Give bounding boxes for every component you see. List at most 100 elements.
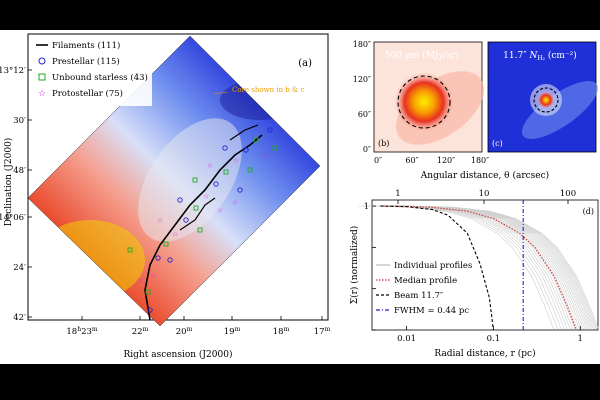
starless-core-marker [223, 169, 229, 175]
series-line-median-profile [380, 205, 577, 331]
protostellar-core-marker: ☆ [217, 207, 223, 215]
y-tick-label: 42′ [13, 313, 26, 323]
panel-a-label: (a) [298, 58, 312, 69]
y-tick-label: −14°06′ [0, 213, 26, 223]
panel-d: Angular distance, θ (arcsec) 0.01 0.1 1 1 10… [349, 170, 599, 359]
starless-core-marker [192, 177, 198, 183]
y-tick-label: 1 [364, 202, 369, 212]
x-tick-label: 18h23m [66, 326, 98, 337]
protostellar-core-marker: ☆ [203, 193, 209, 201]
core-emission-500um [394, 72, 454, 132]
series-line-beam-11-7- [380, 205, 494, 331]
figure-canvas: ☆ ☆ ☆ ☆ ☆ ☆ ☆ ☆ ☆ ☆ (a) Core shown in b & c Filam… [0, 30, 600, 364]
ra-minutes-unit: m [325, 326, 331, 333]
individual-profile-line [402, 205, 599, 330]
panel-b-x-tick: 60″ [405, 156, 418, 165]
ra-minutes: 20 [176, 327, 187, 337]
panel-d-frame [371, 199, 599, 331]
ra-minutes-unit: m [143, 326, 149, 333]
panel-a-y-ticks: −13°12′ 30′ 48′ −14°06′ 24′ 42′ [0, 66, 32, 323]
protostellar-core-marker: ☆ [233, 157, 239, 165]
x-tick-label: 20m [176, 326, 193, 337]
y-tick-label: 24′ [13, 263, 26, 273]
panel-b-title: 500 μm (MJy/sr) [385, 50, 459, 61]
legend-label: Filaments (111) [52, 40, 120, 51]
y-tick-label: −13°12′ [0, 66, 26, 76]
fwhm-ellipse-c [533, 87, 559, 113]
panel-a-x-ticks: 18h23m 22m 20m 19m 18m 17m [66, 316, 331, 337]
starless-core-marker [247, 167, 253, 173]
bottom-letterbox [0, 364, 600, 400]
protostellar-core-marker: ☆ [150, 272, 156, 280]
core-emission-nh2 [536, 90, 556, 110]
x-tick-label: 0.01 [397, 334, 416, 344]
x-tick-label: 0.1 [487, 334, 501, 344]
ra-minutes: 18 [273, 327, 284, 337]
prestellar-core-marker [177, 197, 183, 203]
prestellar-core-marker [183, 217, 189, 223]
starless-core-marker [197, 227, 203, 233]
prestellar-core-marker [237, 187, 243, 193]
panel-d-ylabel: Σ(r) (normalized) [349, 226, 360, 305]
protostellar-core-marker: ☆ [137, 277, 143, 285]
legend-label: Beam 11.7″ [394, 291, 443, 301]
legend-label: Prestellar (115) [52, 56, 120, 67]
starless-core-marker [163, 241, 169, 247]
panel-d-legend: Individual profiles Median profile Beam 11… [376, 261, 472, 316]
panel-c-title: 11.7″ NH₂ (cm⁻²) [503, 50, 577, 62]
annotation-pointer [213, 91, 229, 95]
ra-hours-unit: h [77, 326, 81, 333]
x-tick-label: 1 [578, 334, 583, 344]
starless-core-marker [193, 205, 199, 211]
legend-label: Unbound starless (43) [52, 72, 148, 83]
top-tick-label: 10 [479, 189, 490, 199]
ra-minutes: 17 [314, 327, 325, 337]
panel-b-y-tick: 180″ [353, 40, 371, 49]
core-markers: ☆ ☆ ☆ ☆ ☆ ☆ ☆ ☆ ☆ ☆ [127, 127, 278, 313]
legend-box [32, 38, 152, 106]
panel-d-top-axis-label: Angular distance, θ (arcsec) [420, 170, 549, 181]
protostellar-core-marker: ☆ [172, 231, 178, 239]
legend-protostellar-icon: ☆ [38, 89, 46, 99]
panel-d-xlabel: Radial distance, r (pc) [434, 348, 535, 359]
starless-core-marker [272, 145, 278, 151]
panel-b: 500 μm (MJy/sr) (b) 0″ 60″ 120″ 180″ 180″ 120… [353, 40, 489, 165]
starless-core-marker [253, 137, 259, 143]
prestellar-core-marker [167, 257, 173, 263]
secondary-filament [179, 197, 216, 231]
legend-label: Individual profiles [394, 261, 472, 271]
protostellar-core-marker: ☆ [262, 152, 268, 160]
x-tick-label: 17m [314, 326, 331, 337]
profile-plot: 0.01 0.1 1 1 10 100 1 [357, 189, 599, 344]
secondary-filament [229, 124, 259, 141]
legend-label: Median profile [394, 276, 457, 286]
y-tick-label: 30′ [13, 116, 26, 126]
legend-prestellar-icon [38, 57, 46, 65]
panel-b-x-tick: 120″ [437, 156, 455, 165]
legend-label: Protostellar (75) [52, 88, 123, 99]
ra-minutes-unit: m [235, 326, 241, 333]
prestellar-core-marker [243, 147, 249, 153]
ra-minutes-unit: m [187, 326, 193, 333]
y-tick-label: 48′ [13, 166, 26, 176]
protostellar-core-marker: ☆ [232, 199, 238, 207]
panel-d-label: (d) [583, 207, 594, 216]
ra-minutes: 23 [81, 327, 92, 337]
panel-b-x-tick: 0″ [374, 156, 382, 165]
main-filament [144, 134, 263, 321]
panel-b-x-tick: 180″ [471, 156, 489, 165]
panel-b-label: (b) [378, 139, 389, 148]
top-letterbox [0, 0, 600, 30]
prestellar-core-marker [222, 145, 228, 151]
top-tick-label: 1 [395, 189, 400, 199]
starless-core-marker [145, 289, 151, 295]
core-annotation: Core shown in b & c [232, 86, 304, 94]
legend-label: FWHM = 0.44 pc [394, 306, 469, 316]
ra-minutes: 19 [224, 327, 235, 337]
x-tick-label: 18m [273, 326, 290, 337]
panel-c-label: (c) [492, 139, 503, 148]
top-tick-label: 100 [560, 189, 576, 199]
panel-a: ☆ ☆ ☆ ☆ ☆ ☆ ☆ ☆ ☆ ☆ (a) Core shown in b & c Filam… [0, 33, 331, 360]
prestellar-core-marker [155, 255, 161, 261]
